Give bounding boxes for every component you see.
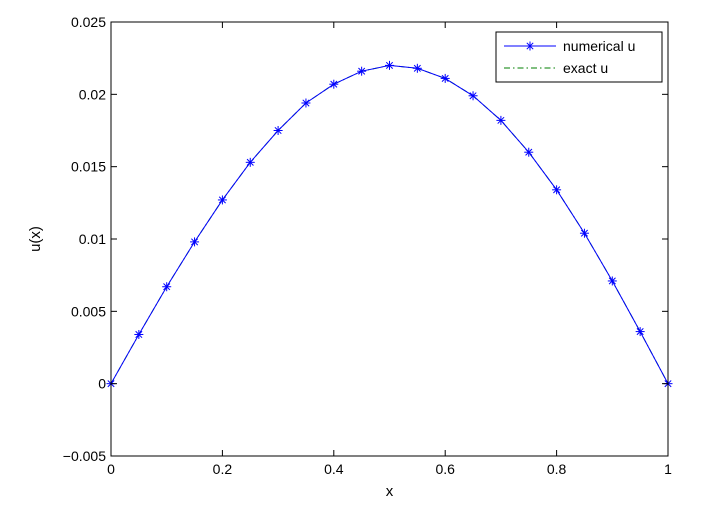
data-point-marker xyxy=(245,157,255,167)
x-axis-title: x xyxy=(386,483,394,500)
data-point-marker xyxy=(162,282,172,292)
data-point-marker xyxy=(134,329,144,339)
legend-exact-u-label: exact u xyxy=(563,60,608,76)
x-tick-label: 0.2 xyxy=(213,461,233,477)
series-layer xyxy=(110,64,669,384)
legend-marker-star xyxy=(525,41,535,51)
data-point-marker xyxy=(273,126,283,135)
y-tick-label: 0.01 xyxy=(79,231,106,247)
y-axis-title: u(x) xyxy=(27,226,44,252)
data-point-marker xyxy=(329,79,339,89)
data-point-marker xyxy=(524,147,534,157)
y-tick-label: 0.02 xyxy=(79,86,106,102)
ticks-layer: 0 0.2 0.4 0.6 0.8 1−0.00500.0050.010.0150.020… xyxy=(63,14,672,477)
data-point-marker xyxy=(468,91,478,101)
y-tick-label: 0.015 xyxy=(71,159,106,175)
data-point-marker xyxy=(440,73,450,83)
series-line-0 xyxy=(110,64,669,384)
x-tick-label: 0.6 xyxy=(435,461,455,477)
legend-box xyxy=(495,31,663,83)
y-tick-label: 0.005 xyxy=(71,303,106,319)
y-tick-label: 0.025 xyxy=(71,14,106,30)
data-point-marker xyxy=(190,237,200,247)
data-point-marker xyxy=(217,195,227,205)
data-point-marker xyxy=(357,66,367,76)
y-tick-label: −0.005 xyxy=(63,448,106,464)
x-tick-label: 1 xyxy=(664,461,672,477)
data-point-marker xyxy=(607,276,617,286)
data-point-marker xyxy=(496,115,506,125)
data-point-marker xyxy=(579,228,589,238)
data-point-marker xyxy=(385,60,394,70)
data-point-marker xyxy=(412,63,422,73)
y-tick-label: 0 xyxy=(98,376,106,392)
markers-layer xyxy=(106,60,673,389)
legend: numerical u exact u xyxy=(495,31,663,83)
data-point-marker xyxy=(552,185,562,195)
x-tick-label: 0 xyxy=(107,461,115,477)
series-line-1 xyxy=(110,64,669,384)
data-point-marker xyxy=(635,327,645,337)
x-tick-label: 0.8 xyxy=(547,461,567,477)
legend-numerical-u-marker xyxy=(525,41,535,51)
x-tick-label: 0.4 xyxy=(324,461,344,477)
legend-numerical-u-label: numerical u xyxy=(563,38,635,54)
data-point-marker xyxy=(301,98,311,108)
